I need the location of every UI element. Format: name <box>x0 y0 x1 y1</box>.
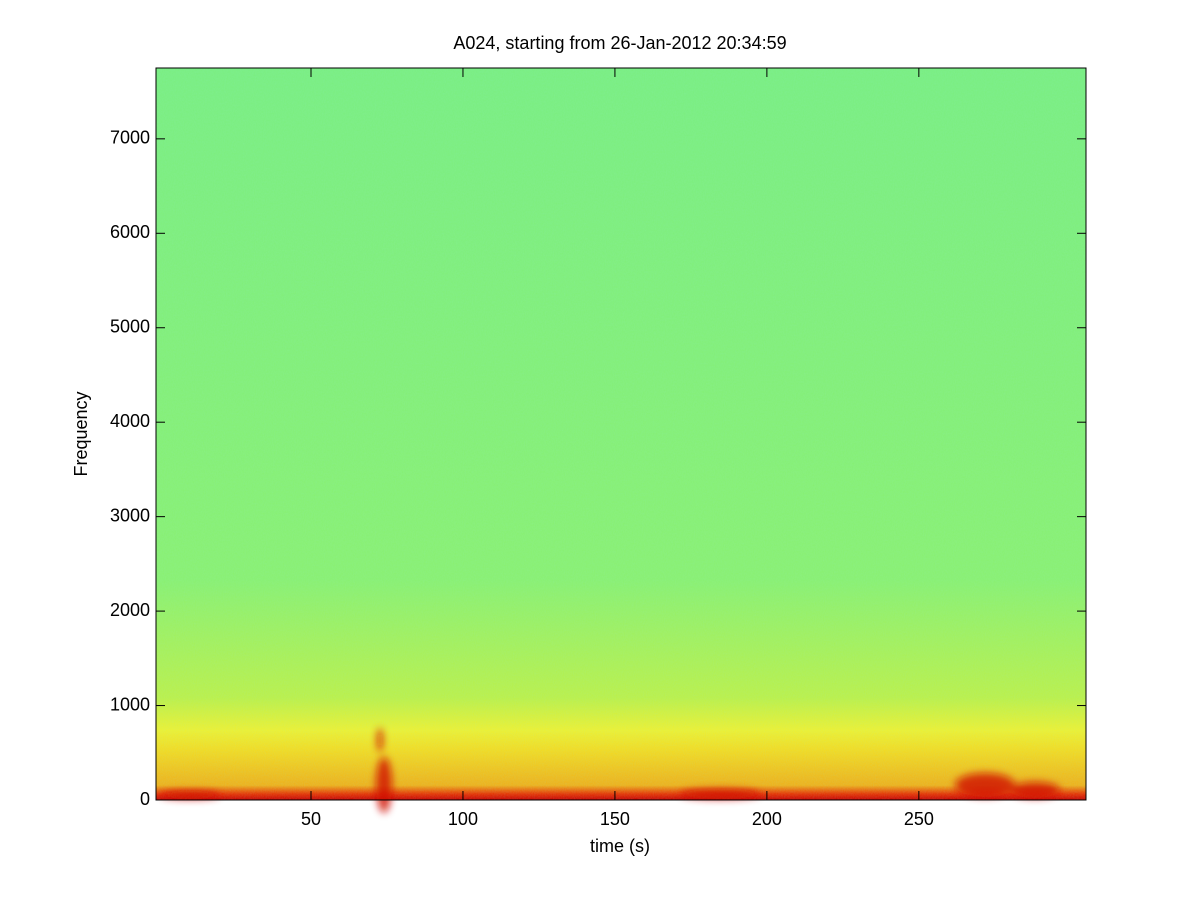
y-tick-label: 7000 <box>110 128 150 148</box>
y-tick-label: 3000 <box>110 505 150 525</box>
x-axis-label: time (s) <box>590 836 650 856</box>
y-axis-label: Frequency <box>71 391 91 476</box>
y-tick-label: 4000 <box>110 411 150 431</box>
spectrogram-image <box>156 68 1086 813</box>
y-tick-label: 6000 <box>110 222 150 242</box>
x-tick-label: 100 <box>448 809 478 829</box>
x-tick-label: 150 <box>600 809 630 829</box>
plot-frame <box>155 67 1087 801</box>
y-tick-label: 1000 <box>110 694 150 714</box>
y-tick-label: 5000 <box>110 316 150 336</box>
chart-title: A024, starting from 26-Jan-2012 20:34:59 <box>453 33 786 53</box>
x-tick-label: 250 <box>904 809 934 829</box>
y-tick-label: 2000 <box>110 600 150 620</box>
x-tick-label: 50 <box>301 809 321 829</box>
x-tick-label: 200 <box>752 809 782 829</box>
y-tick-label: 0 <box>140 789 150 809</box>
